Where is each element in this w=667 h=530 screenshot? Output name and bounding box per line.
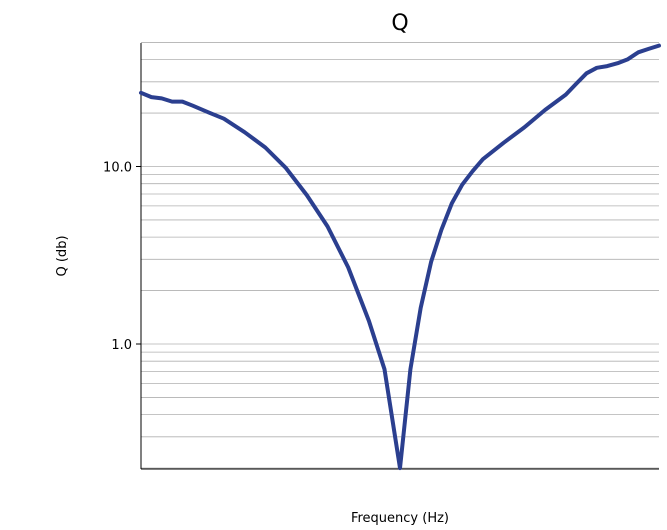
y-tick-label: 10.0 bbox=[103, 161, 132, 176]
y-tick-label: 1.0 bbox=[111, 338, 132, 353]
chart-title: Q bbox=[391, 11, 408, 36]
x-axis-label: Frequency (Hz) bbox=[351, 511, 449, 526]
series-line bbox=[139, 43, 661, 471]
y-tick-marks: 1.0 10.0 bbox=[103, 161, 141, 353]
grid-lines bbox=[141, 42, 659, 469]
y-axis-label: Q (db) bbox=[55, 235, 70, 276]
